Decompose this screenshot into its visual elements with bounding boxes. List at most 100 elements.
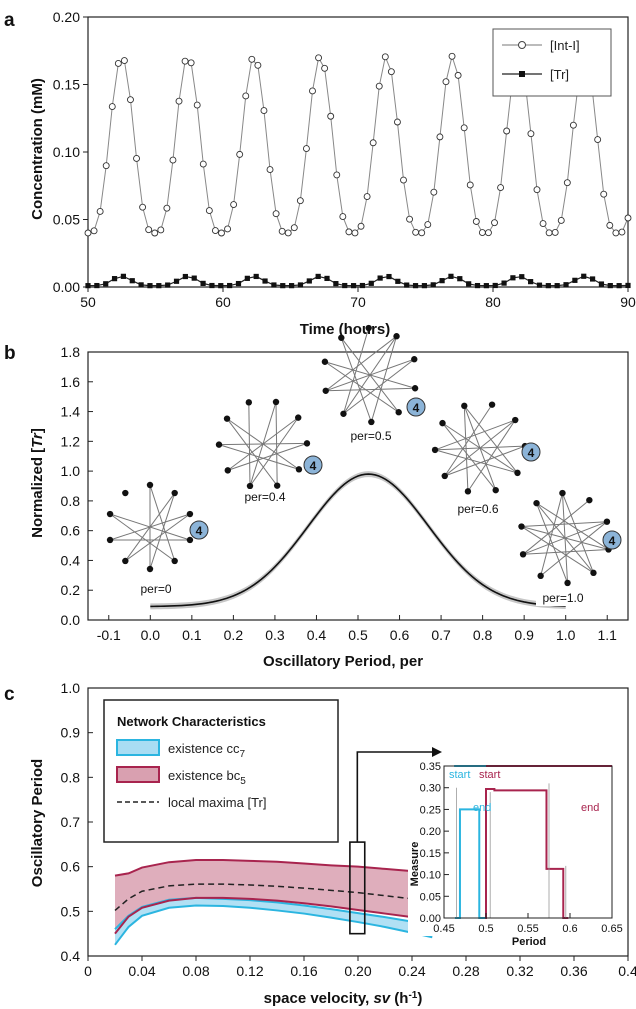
int-point [205, 207, 213, 215]
chart-c-x-label-italic: sv [373, 990, 391, 1007]
int-point [84, 229, 92, 237]
legend-bc5-label: existence bc5 [168, 768, 246, 787]
network-edge [522, 499, 590, 555]
int-point [133, 155, 140, 162]
chart-c-x-ticks: 0 0.04 0.08 0.12 0.16 0.20 0.24 0.28 0.32 0.36 0.4 [84, 956, 636, 979]
network-badge [602, 530, 622, 550]
network-edge [463, 405, 518, 474]
int-point [339, 213, 347, 221]
chart-c-inset: 0.45 0.5 0.55 0.6 0.65 0.000.050.100.150.200… [408, 750, 623, 948]
chart-c-x-tick-label: 0 [84, 963, 92, 979]
bc5-band [115, 859, 433, 934]
chart-b-y-tick-label: 0.8 [61, 493, 81, 509]
network-edge [536, 502, 609, 550]
int-point [557, 217, 565, 224]
chart-a-x-tick-label: 50 [80, 294, 96, 310]
tr-point [191, 275, 197, 281]
legend-cc7-text: existence cc [168, 741, 240, 756]
chart-b-x-tick-label: 0.2 [224, 627, 244, 643]
int-point [157, 226, 165, 234]
int-point [612, 229, 620, 237]
int-point [381, 53, 389, 61]
network-label: per=1.0 [542, 591, 583, 605]
tr-point [324, 275, 330, 282]
legend-cc7-sub: 7 [240, 749, 246, 760]
network-node [492, 486, 499, 494]
inset-x-tick-label: 0.55 [517, 923, 538, 935]
int-point [242, 92, 250, 100]
network-edge [521, 526, 594, 574]
chart-a-y-ticks: 0.00 0.05 0.10 0.15 0.20 [53, 9, 88, 295]
network-node [186, 510, 194, 518]
legend-cc7-swatch [116, 739, 160, 756]
int-point [163, 204, 171, 212]
int-point [90, 227, 98, 235]
network-node [295, 466, 303, 473]
chart-c-x-label: space velocity, sv (h-1) [264, 990, 423, 1007]
int-point [533, 186, 541, 194]
tr-point [94, 282, 100, 289]
chart-b-x-label: Oscillatory Period, per [263, 653, 423, 670]
tr-point [448, 273, 454, 279]
chart-c-y-tick-label: 0.6 [61, 859, 81, 875]
chart-a: 50 60 70 80 90 0.00 0.05 0.10 0.15 0.20 Time (ho… [29, 9, 636, 338]
network-node [537, 572, 544, 580]
int-point [551, 229, 559, 236]
inset-y-tick-label: 0.00 [420, 913, 441, 925]
int-point [193, 101, 201, 109]
chart-b-y-tick-label: 1.8 [61, 344, 81, 360]
network-node [122, 489, 129, 497]
tr-point [404, 282, 410, 288]
inset-y-tick-label: 0.10 [420, 870, 441, 882]
tr-point [271, 282, 277, 288]
int-point [169, 156, 177, 164]
int-point [424, 221, 432, 229]
network-node [533, 499, 540, 507]
network-edge [109, 513, 175, 562]
tr-point [227, 282, 233, 289]
int-point [290, 224, 298, 232]
network-node [273, 482, 281, 489]
inset-x-tick-label: 0.5 [478, 923, 493, 935]
chart-c-legend-title: Network Characteristics [117, 714, 266, 729]
chart-c-x-tick-label: 0.32 [506, 963, 533, 979]
legend-bc5-sub: 5 [240, 776, 246, 787]
inset-y-tick-label: 0.30 [420, 783, 441, 795]
network-node [171, 489, 178, 497]
network-badge [303, 455, 323, 475]
bc5-upper-edge [114, 858, 433, 877]
tr-point [244, 275, 250, 281]
inset-bc5-start: start [479, 769, 500, 781]
inset-bc5-step [481, 788, 569, 919]
chart-a-y-tick-label: 0.00 [53, 279, 80, 295]
network-node [439, 419, 446, 427]
int-point [230, 201, 238, 208]
network-badge-label: 4 [413, 401, 420, 415]
chart-c-x-tick-label: 0.20 [344, 963, 371, 979]
int-point [321, 64, 329, 72]
tr-point [120, 273, 127, 279]
chart-b-x-tick-label: -0.1 [97, 627, 121, 643]
inset-x-tick-label: 0.6 [562, 923, 577, 935]
network-badge [189, 520, 209, 540]
network-edge [340, 337, 372, 423]
chart-b-y-label-italic: Tr [29, 432, 46, 448]
tr-point [147, 283, 153, 289]
legend-tr-label: [Tr] [550, 67, 569, 82]
int-point [472, 218, 480, 225]
curve-line [150, 473, 566, 608]
network-edge [463, 405, 497, 491]
chart-a-series [84, 52, 632, 289]
int-point [478, 229, 486, 237]
inset-y-tick-label: 0.05 [420, 891, 441, 903]
chart-c-x-tick-label: 0.4 [618, 963, 636, 979]
tr-point [218, 283, 224, 289]
int-point [333, 171, 341, 179]
network-label-bg [344, 428, 398, 444]
int-point [211, 227, 219, 235]
int-point [393, 118, 401, 126]
chart-c-y-tick-label: 0.5 [61, 903, 81, 919]
bc5-lower-edge [114, 896, 433, 935]
tr-point [519, 274, 525, 280]
chart-b-y-tick-label: 1.6 [61, 374, 81, 390]
